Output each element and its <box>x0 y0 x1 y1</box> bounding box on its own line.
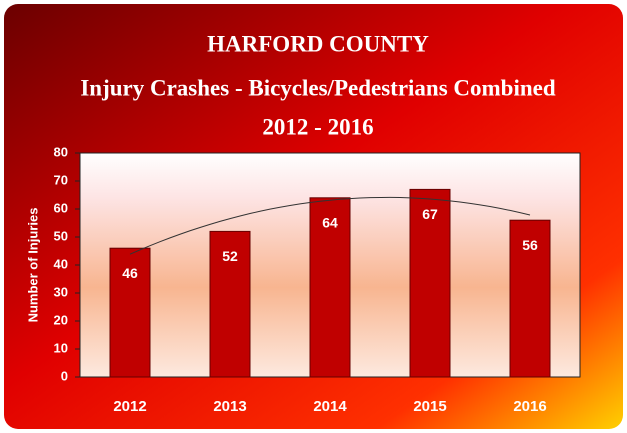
chart-subtitle: 2012 - 2016 <box>262 114 373 139</box>
chart-subtitle: Injury Crashes - Bicycles/Pedestrians Co… <box>80 75 556 100</box>
chart-title: HARFORD COUNTY <box>207 31 429 56</box>
y-axis-label: Number of Injuries <box>25 208 40 323</box>
value-label: 67 <box>422 206 438 222</box>
x-tick-label: 2016 <box>513 398 546 415</box>
x-tick-label: 2014 <box>313 398 347 415</box>
y-tick-label: 80 <box>54 144 68 159</box>
bar <box>209 230 251 378</box>
y-tick-label: 0 <box>61 368 68 383</box>
y-tick-label: 50 <box>54 228 68 243</box>
y-tick-label: 70 <box>54 172 68 187</box>
x-tick-label: 2013 <box>213 398 246 415</box>
y-tick-label: 30 <box>54 284 68 299</box>
x-tick-label: 2015 <box>413 398 446 415</box>
value-label: 56 <box>522 237 538 253</box>
y-tick-label: 20 <box>54 312 68 327</box>
y-tick-label: 10 <box>54 340 68 355</box>
y-tick-label: 60 <box>54 200 68 215</box>
bar <box>109 247 151 378</box>
value-label: 64 <box>322 215 338 231</box>
bar <box>509 219 551 378</box>
value-label: 46 <box>122 265 138 281</box>
bar <box>409 188 451 378</box>
bar <box>309 197 351 378</box>
y-tick-label: 40 <box>54 256 68 271</box>
value-label: 52 <box>222 248 238 264</box>
trendline <box>129 196 531 255</box>
x-tick-label: 2012 <box>113 398 146 415</box>
